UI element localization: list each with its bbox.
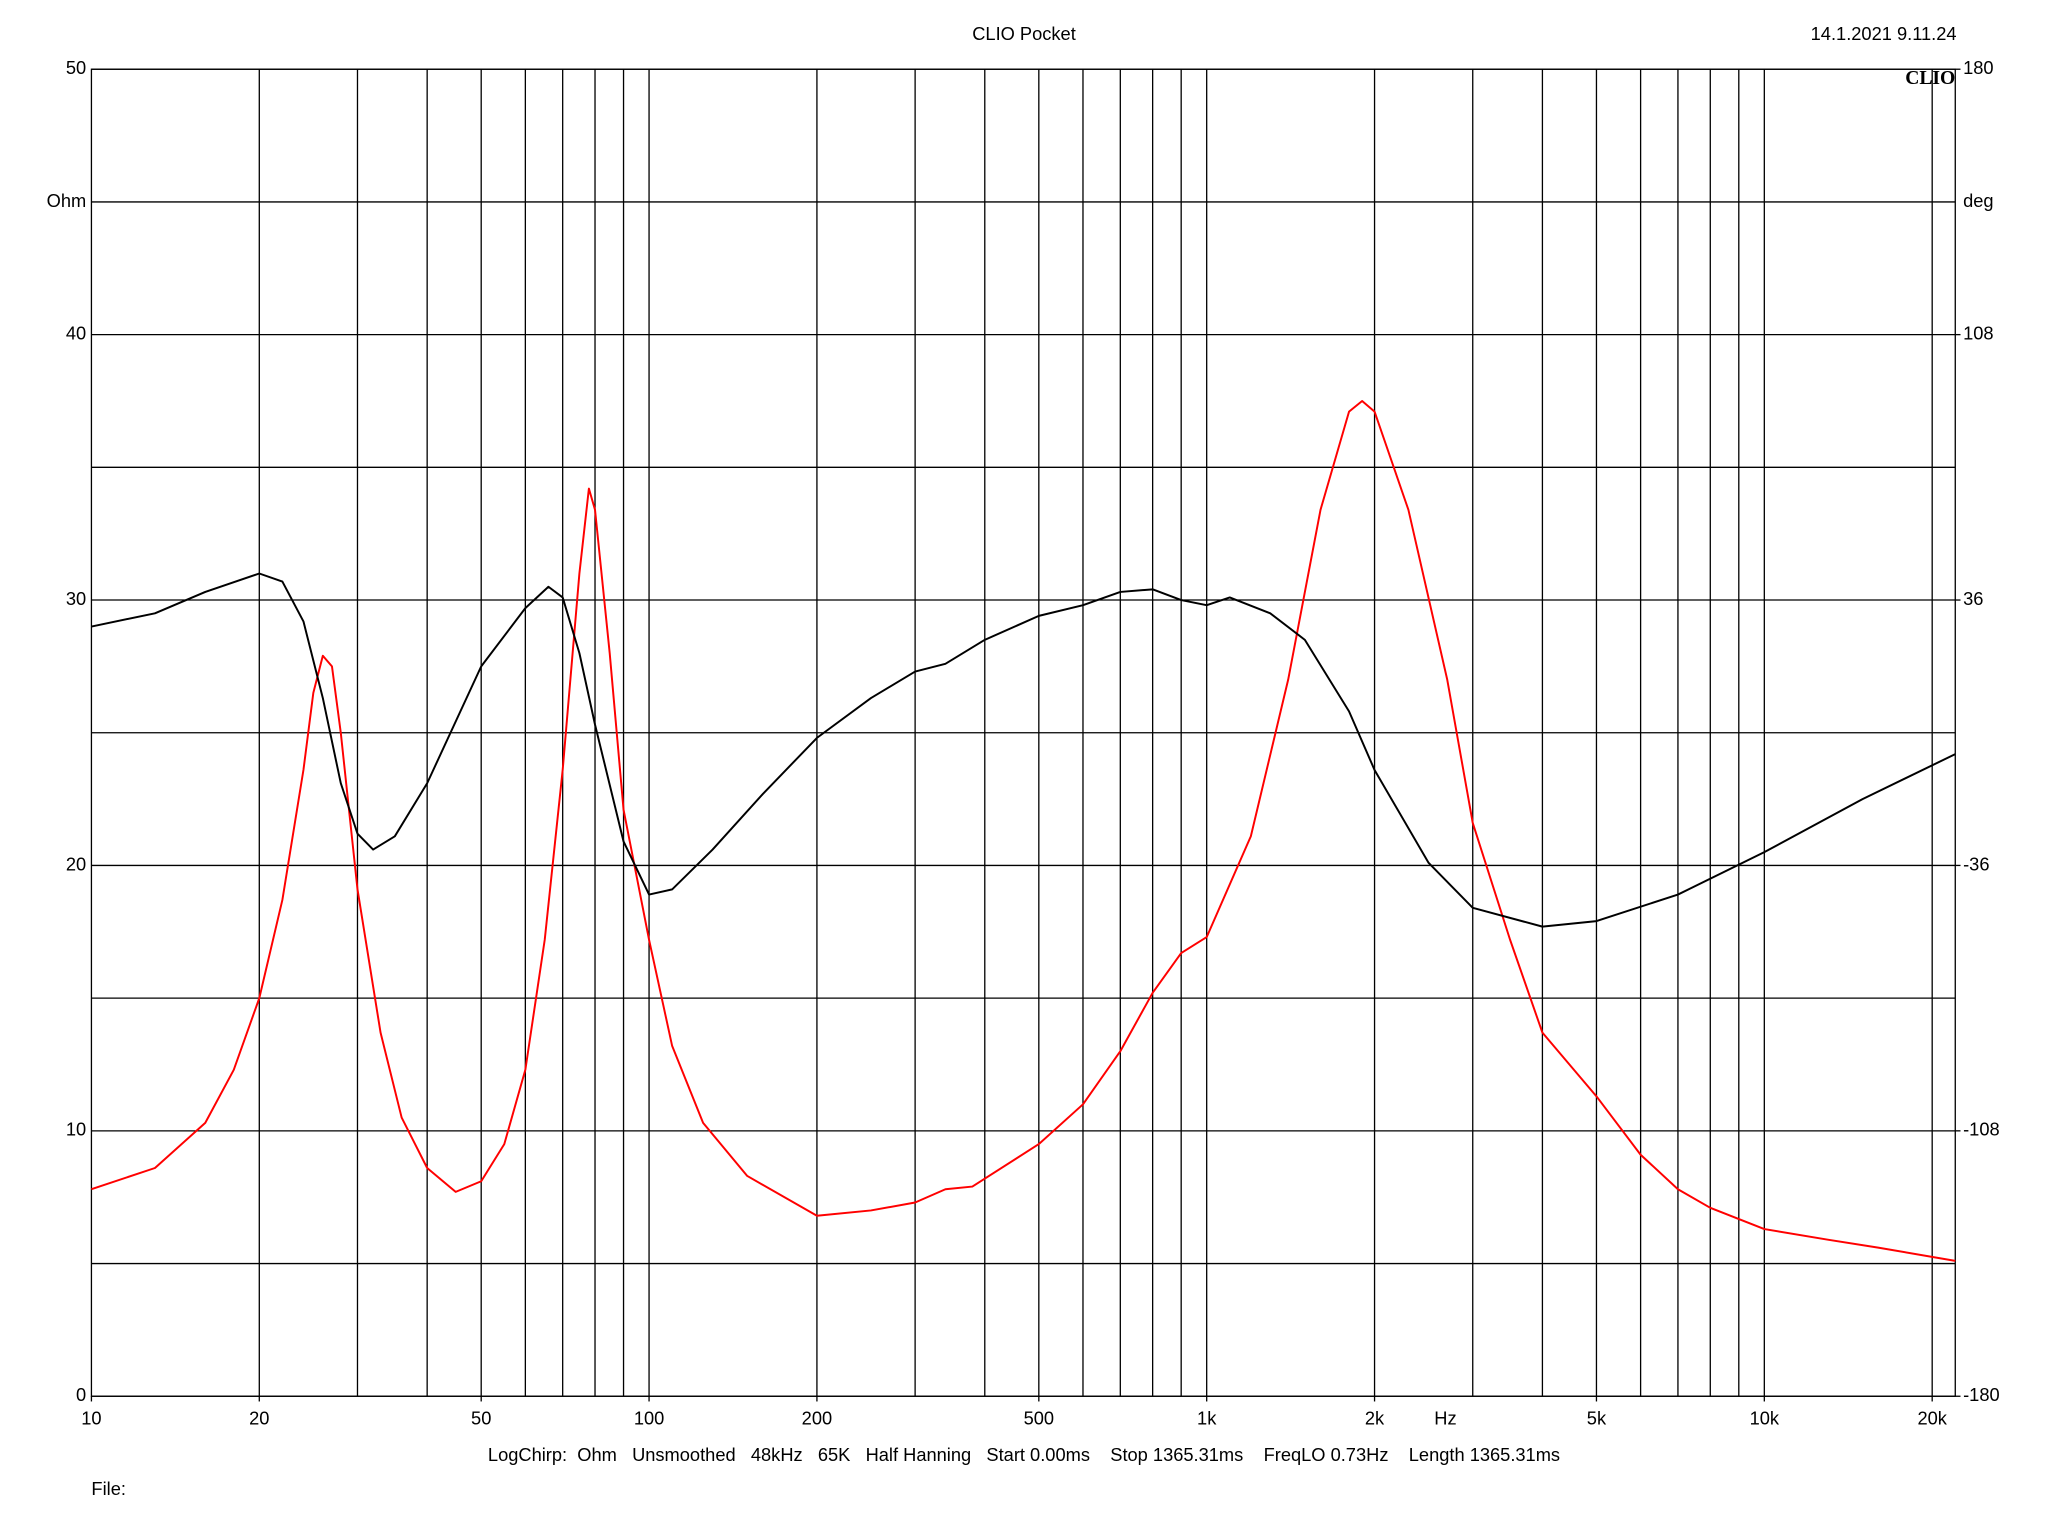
- x-tick-label: 2k: [1365, 1408, 1385, 1429]
- x-tick-label: 10: [81, 1408, 101, 1429]
- file-label: File:: [91, 1478, 126, 1499]
- footer: LogChirp: Ohm Unsmoothed 48kHz 65K Half …: [488, 1444, 1560, 1465]
- y-tick-label: 0: [76, 1384, 86, 1405]
- y-tick-label: 10: [66, 1119, 86, 1140]
- series-line: [91, 399, 1956, 1262]
- chart-title: CLIO Pocket: [972, 23, 1076, 44]
- logo: CLIO: [1905, 68, 1955, 89]
- y-axis-label: Ohm: [47, 190, 87, 211]
- x-tick-label: 5k: [1587, 1408, 1607, 1429]
- x-tick-label: 20k: [1917, 1408, 1947, 1429]
- x-tick-label: 20: [249, 1408, 269, 1429]
- y2-tick-label: 108: [1963, 322, 1993, 343]
- x-tick-label: 10k: [1750, 1408, 1780, 1429]
- x-tick-label: 500: [1024, 1408, 1054, 1429]
- y2-tick-label: 36: [1963, 588, 1983, 609]
- y2-tick-label: -36: [1963, 853, 1989, 874]
- y2-axis-label: deg: [1963, 190, 1993, 211]
- x-tick-label: 50: [471, 1408, 491, 1429]
- y-tick-label: 30: [66, 588, 86, 609]
- x-tick-label: 100: [634, 1408, 664, 1429]
- x-axis-label: Hz: [1434, 1408, 1456, 1429]
- x-tick-label: 1k: [1197, 1408, 1217, 1429]
- y2-tick-label: 180: [1963, 57, 1993, 78]
- y-tick-label: 40: [66, 322, 86, 343]
- x-tick-label: 200: [802, 1408, 832, 1429]
- y-tick-label: 50: [66, 57, 86, 78]
- timestamp: 14.1.2021 9.11.24: [1811, 23, 1957, 44]
- series-line: [91, 572, 1956, 928]
- y-tick-label: 20: [66, 853, 86, 874]
- plot-frame: [90, 68, 1956, 1397]
- y2-tick-label: -108: [1963, 1119, 2000, 1140]
- y2-tick-label: -180: [1963, 1384, 2000, 1405]
